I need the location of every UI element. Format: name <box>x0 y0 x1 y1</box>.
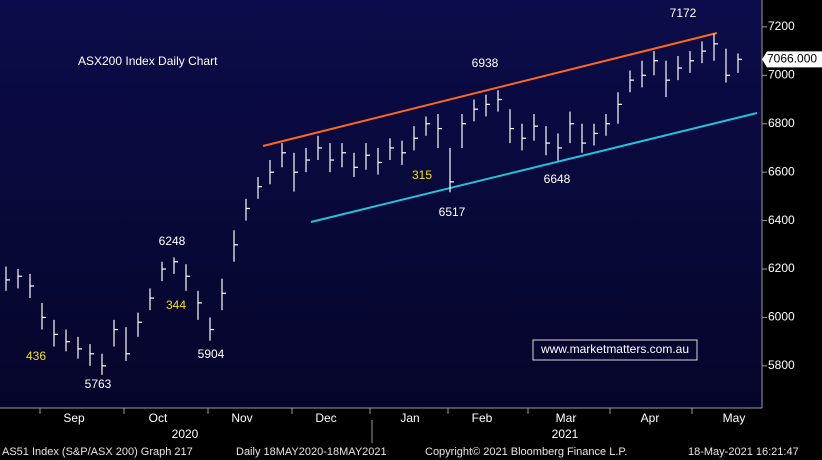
y-tick-label: 6200 <box>768 261 795 275</box>
watermark-box <box>532 339 698 361</box>
last-price-label: 7066.000 <box>767 51 817 65</box>
annotation: 5904 <box>198 347 225 361</box>
last-price-box <box>762 51 822 68</box>
x-tick-label: Apr <box>641 411 660 425</box>
month-boundaries <box>39 408 693 444</box>
annotation: 6517 <box>439 205 466 219</box>
y-tick-label: 6400 <box>768 213 795 227</box>
y-tick-label: 7000 <box>768 67 795 81</box>
annotation: 7172 <box>670 6 697 20</box>
upper-trend-line <box>262 32 718 147</box>
y-tick-label: 6600 <box>768 164 795 178</box>
lower-trend-line <box>310 112 758 223</box>
x-tick-label: Jan <box>400 411 419 425</box>
x-tick-label: May <box>723 411 746 425</box>
y-tick-label: 6800 <box>768 116 795 130</box>
y-tick-label: 7200 <box>768 19 795 33</box>
annotation: 6248 <box>159 234 186 248</box>
x-tick-label: Dec <box>315 411 336 425</box>
x-tick-label: Oct <box>149 411 168 425</box>
year-label: 2020 <box>172 427 199 441</box>
year-label: 2021 <box>552 427 579 441</box>
annotation: 6648 <box>544 172 571 186</box>
annotation: 315 <box>412 168 432 182</box>
x-tick-label: Nov <box>231 411 252 425</box>
annotation: 5763 <box>85 377 112 391</box>
annotation: 344 <box>166 298 186 312</box>
chart-title: ASX200 Index Daily Chart <box>78 54 218 68</box>
y-tick-label: 5800 <box>768 358 795 372</box>
footer-bar <box>0 443 822 460</box>
footer-security: AS51 Index (S&P/ASX 200) Graph 217 <box>2 446 193 458</box>
x-tick-label: Mar <box>556 411 577 425</box>
x-tick-label: Feb <box>472 411 493 425</box>
footer-range: Daily 18MAY2020-18MAY2021 <box>236 446 387 458</box>
x-tick-label: Sep <box>63 411 85 425</box>
footer-copyright: Copyright© 2021 Bloomberg Finance L.P. <box>425 446 627 458</box>
annotation: 6938 <box>472 56 499 70</box>
annotation: www.marketmatters.com.au <box>540 342 689 356</box>
footer-timestamp: 18-May-2021 16:21:47 <box>688 446 799 458</box>
y-tick-label: 6000 <box>768 310 795 324</box>
annotation: 436 <box>26 349 46 363</box>
